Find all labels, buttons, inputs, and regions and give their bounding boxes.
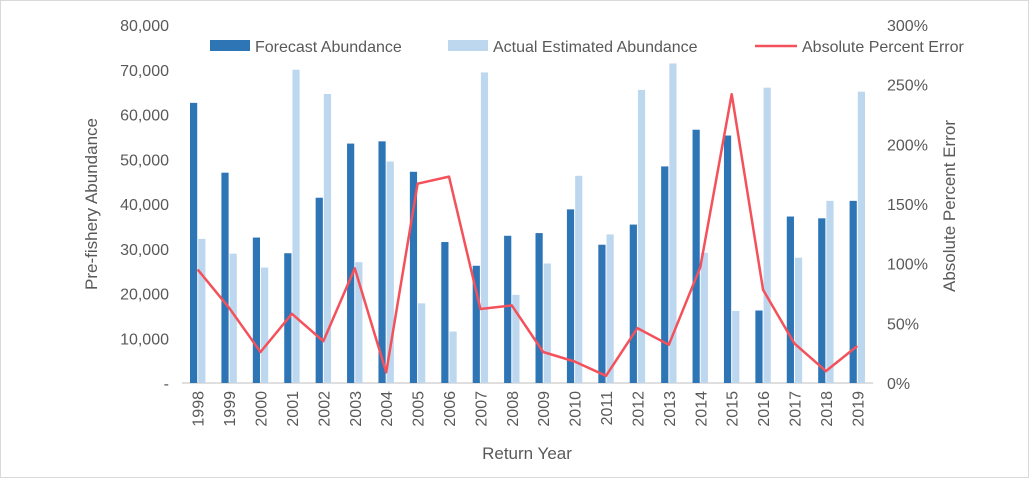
y-axis-title: Pre-fishery Abundance [82, 118, 101, 290]
x-tick-label: 2003 [348, 391, 365, 427]
x-axis-title: Return Year [482, 444, 572, 463]
x-tick-label: 2008 [505, 391, 522, 427]
actual-bar [763, 87, 771, 384]
actual-bar [355, 262, 363, 383]
y-tick-label: - [164, 376, 169, 393]
forecast-bar [818, 218, 826, 383]
forecast-bar [347, 143, 355, 383]
x-tick-label: 2015 [725, 391, 742, 427]
x-tick-label: 2001 [285, 391, 302, 427]
x-tick-label: 2016 [756, 391, 773, 427]
actual-bar [449, 331, 457, 383]
actual-bar [323, 93, 332, 383]
x-tick-label: 1998 [191, 391, 208, 427]
actual-bar [386, 161, 394, 383]
actual-bar [543, 263, 551, 383]
y2-tick-label: 100% [887, 257, 928, 274]
x-tick-label: 2017 [787, 391, 804, 427]
legend-swatch-actual [448, 40, 488, 51]
actual-bar [512, 294, 520, 383]
y2-tick-label: 50% [887, 316, 919, 333]
actual-bar [261, 267, 269, 383]
y2-tick-label: 150% [887, 197, 928, 214]
forecast-bar [315, 197, 323, 383]
actual-bar [794, 257, 803, 383]
forecast-bar [598, 244, 606, 383]
actual-bar [418, 303, 426, 383]
y-tick-label: 10,000 [120, 331, 169, 348]
actual-bar [826, 200, 834, 383]
x-tick-label: 2005 [411, 391, 428, 427]
actual-bar [732, 310, 740, 383]
legend-swatch-forecast [210, 40, 250, 51]
error-line [196, 92, 859, 378]
actual-bar [575, 175, 583, 383]
y2-tick-label: 200% [887, 137, 928, 154]
forecast-bar [661, 166, 669, 383]
forecast-bar [378, 141, 386, 383]
actual-bar [229, 253, 237, 383]
forecast-bar [441, 242, 449, 383]
actual-bar [198, 238, 206, 383]
y-tick-label: 40,000 [120, 197, 169, 214]
x-tick-label: 2014 [693, 391, 710, 427]
x-tick-label: 2018 [819, 391, 836, 427]
actual-bar [292, 69, 300, 383]
actual-bar [857, 91, 865, 384]
x-tick-label: 2019 [850, 391, 867, 427]
actual-bar [606, 234, 614, 383]
x-tick-label: 1999 [222, 391, 239, 427]
y2-tick-label: 300% [887, 18, 928, 35]
forecast-bar [409, 171, 418, 383]
legend-label-forecast: Forecast Abundance [255, 39, 402, 56]
forecast-bar [566, 209, 575, 383]
y-tick-label: 60,000 [120, 108, 169, 125]
y2-tick-label: 250% [887, 78, 928, 95]
actual-bar [480, 72, 489, 383]
y-tick-label: 20,000 [120, 287, 169, 304]
actual-bar [700, 252, 708, 383]
forecast-bar [221, 172, 229, 383]
legend-label-actual: Actual Estimated Abundance [493, 39, 698, 56]
forecast-bar [786, 216, 794, 383]
forecast-bar [535, 233, 543, 383]
forecast-bar [755, 310, 763, 383]
forecast-bar [629, 224, 637, 383]
y-tick-label: 70,000 [120, 63, 169, 80]
forecast-bar [504, 235, 512, 383]
forecast-bar [692, 129, 700, 383]
actual-bar [669, 63, 677, 384]
x-tick-label: 2006 [442, 391, 459, 427]
y-tick-label: 80,000 [120, 18, 169, 35]
actual-bar [637, 89, 646, 383]
x-tick-label: 2000 [254, 391, 271, 427]
y2-axis-title: Absolute Percent Error [940, 120, 959, 292]
x-tick-label: 2004 [379, 391, 396, 427]
legend-label-error: Absolute Percent Error [802, 39, 965, 56]
forecast-bar [849, 200, 857, 383]
x-tick-label: 2011 [599, 391, 616, 426]
x-tick-label: 2007 [473, 391, 490, 427]
x-tick-label: 2009 [536, 391, 553, 427]
x-tick-label: 2013 [662, 391, 679, 427]
y-tick-label: 30,000 [120, 242, 169, 259]
y-tick-label: 50,000 [120, 152, 169, 169]
x-tick-label: 2010 [568, 391, 585, 427]
forecast-bar [190, 102, 198, 384]
y2-tick-label: 0% [887, 376, 910, 393]
x-tick-label: 2012 [630, 391, 647, 427]
forecast-bar [723, 135, 732, 383]
forecast-bar [252, 237, 261, 383]
x-tick-label: 2002 [316, 391, 333, 427]
forecast-bar [472, 265, 480, 383]
